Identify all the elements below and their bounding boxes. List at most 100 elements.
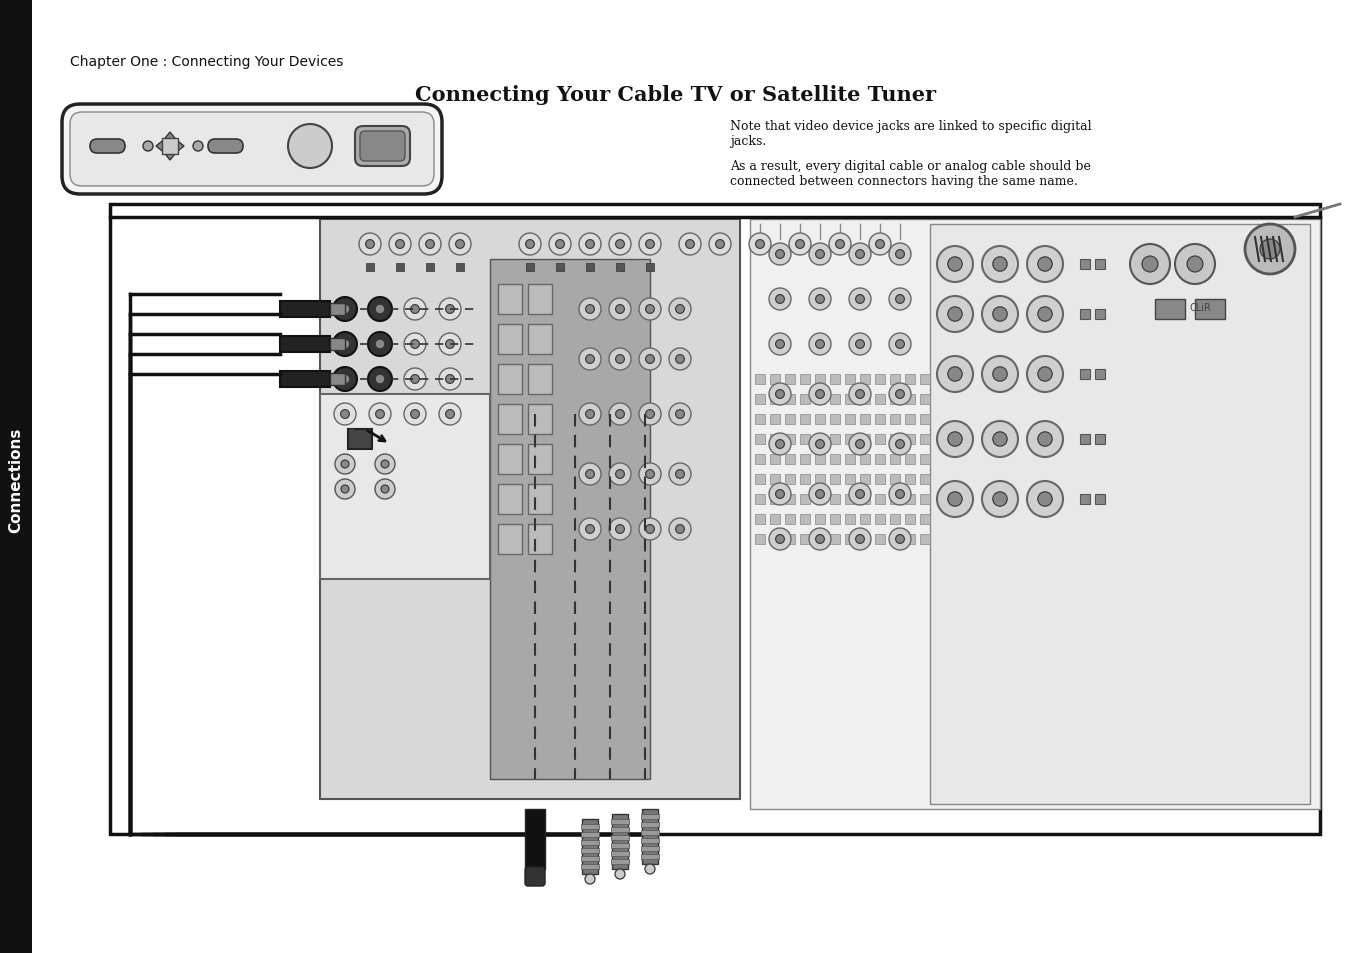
Bar [280,302,330,317]
FancyBboxPatch shape [526,867,544,886]
Bar [785,375,794,385]
Circle shape [855,390,865,399]
Circle shape [848,434,871,456]
Circle shape [616,355,624,364]
Bar [800,475,811,484]
Bar [611,827,630,832]
Circle shape [396,240,404,249]
Circle shape [938,421,973,457]
Bar [1079,370,1090,379]
Bar [642,809,658,864]
Bar [526,264,534,272]
Bar [905,515,915,524]
Bar [280,336,330,353]
Circle shape [669,349,690,371]
Circle shape [439,369,461,391]
Circle shape [769,244,790,266]
Circle shape [855,295,865,304]
Bar [890,455,900,464]
Circle shape [875,240,885,249]
Circle shape [669,518,690,540]
Bar [875,535,885,544]
Circle shape [334,334,357,355]
Circle shape [376,479,394,499]
Circle shape [340,340,350,349]
Circle shape [1038,308,1052,322]
Circle shape [816,340,824,349]
Circle shape [555,240,565,249]
Bar [785,395,794,405]
Circle shape [646,355,654,364]
Bar [861,375,870,385]
Circle shape [896,340,904,349]
Circle shape [1038,433,1052,447]
Bar [528,444,553,475]
Circle shape [676,410,685,419]
Circle shape [376,340,385,350]
Circle shape [1038,493,1052,507]
Circle shape [616,305,624,314]
Circle shape [769,529,790,551]
Circle shape [585,470,594,479]
Bar [1079,435,1090,444]
Bar [800,415,811,424]
Circle shape [889,384,911,406]
Circle shape [938,481,973,517]
Bar [330,374,345,386]
Circle shape [769,384,790,406]
Bar [755,495,765,504]
Circle shape [334,403,357,426]
Bar [581,832,598,837]
Circle shape [816,490,824,498]
Bar [770,475,780,484]
Circle shape [426,240,435,249]
Circle shape [1027,481,1063,517]
Circle shape [340,305,350,314]
Circle shape [993,257,1008,272]
Bar [890,475,900,484]
Circle shape [376,375,385,384]
Bar [582,820,598,874]
Bar [499,325,521,355]
Circle shape [334,298,357,320]
Bar [785,415,794,424]
Bar [861,415,870,424]
Circle shape [369,298,390,320]
Bar [640,814,659,820]
Circle shape [938,356,973,393]
Circle shape [669,403,690,426]
Bar [528,524,553,555]
Bar [800,515,811,524]
Circle shape [585,410,594,419]
Circle shape [455,240,465,249]
Bar [162,139,178,154]
Bar [770,375,780,385]
Bar [920,515,929,524]
Bar [1096,370,1105,379]
Bar [861,475,870,484]
Bar [905,415,915,424]
Bar [755,515,765,524]
Circle shape [680,233,701,255]
Circle shape [585,355,594,364]
Circle shape [1027,296,1063,333]
Bar [320,395,490,579]
Circle shape [639,349,661,371]
Bar [875,395,885,405]
Bar [586,264,594,272]
Circle shape [855,490,865,498]
Circle shape [948,368,962,382]
Text: Connections: Connections [8,427,23,532]
Bar [815,395,825,405]
Circle shape [775,390,785,399]
Circle shape [848,483,871,505]
Circle shape [340,305,350,314]
Bar [611,859,630,864]
Bar [640,830,659,835]
Bar [905,375,915,385]
Circle shape [1038,368,1052,382]
Circle shape [948,308,962,322]
Polygon shape [162,132,178,143]
Bar [920,475,929,484]
Bar [330,304,345,315]
